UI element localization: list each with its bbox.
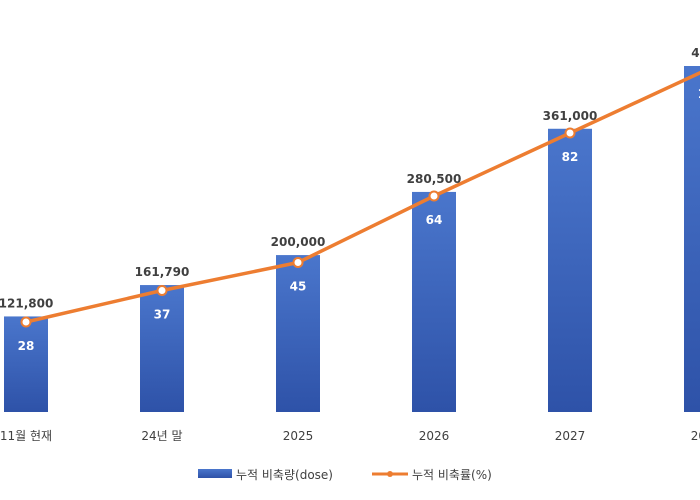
rate-value-label-5: 10	[698, 87, 700, 101]
x-axis-tick-labels: 11월 현재 24년 말 2025 2026 2027 2028	[0, 429, 700, 443]
legend-line-label: 누적 비축률(%)	[412, 468, 492, 482]
bar-value-labels: 121,800 161,790 200,000 280,500 361,000 441,	[0, 46, 700, 310]
rate-value-label-4: 82	[562, 150, 579, 164]
bar-value-label-1: 161,790	[135, 265, 190, 279]
rate-value-labels: 28 37 45 64 82 10	[18, 87, 700, 353]
x-tick-label-5: 2028	[691, 429, 700, 443]
legend: 누적 비축량(dose) 누적 비축률(%)	[198, 468, 492, 482]
bar-2	[276, 255, 320, 412]
x-tick-label-2: 2025	[283, 429, 314, 443]
rate-value-label-1: 37	[154, 308, 171, 322]
bar-series	[4, 66, 700, 413]
bar-3	[412, 191, 456, 412]
bar-4	[548, 128, 592, 413]
bar-value-label-0: 121,800	[0, 296, 53, 310]
bar-value-label-4: 361,000	[543, 109, 598, 123]
bar-0	[4, 316, 48, 412]
rate-point-0	[20, 316, 32, 328]
rate-point-2	[292, 257, 304, 268]
legend-bar-swatch	[198, 469, 232, 478]
rate-value-label-0: 28	[18, 339, 35, 353]
bar-5	[684, 66, 700, 412]
rate-value-label-3: 64	[426, 213, 443, 227]
x-tick-label-4: 2027	[555, 429, 586, 443]
rate-point-1	[156, 285, 168, 296]
bar-value-label-2: 200,000	[271, 235, 326, 249]
rate-point-3	[428, 190, 440, 202]
bar-value-label-3: 280,500	[407, 172, 462, 186]
x-tick-label-0: 11월 현재	[0, 429, 52, 443]
rate-point-4	[564, 127, 576, 139]
line-series	[20, 70, 700, 328]
bar-1	[140, 285, 184, 412]
x-tick-label-1: 24년 말	[141, 429, 182, 443]
bar-value-label-5: 441,	[691, 46, 700, 60]
rate-line	[25, 70, 700, 324]
legend-bar-label: 누적 비축량(dose)	[236, 468, 333, 482]
rate-value-label-2: 45	[290, 280, 307, 294]
legend-line-marker	[387, 471, 393, 477]
x-tick-label-3: 2026	[419, 429, 450, 443]
